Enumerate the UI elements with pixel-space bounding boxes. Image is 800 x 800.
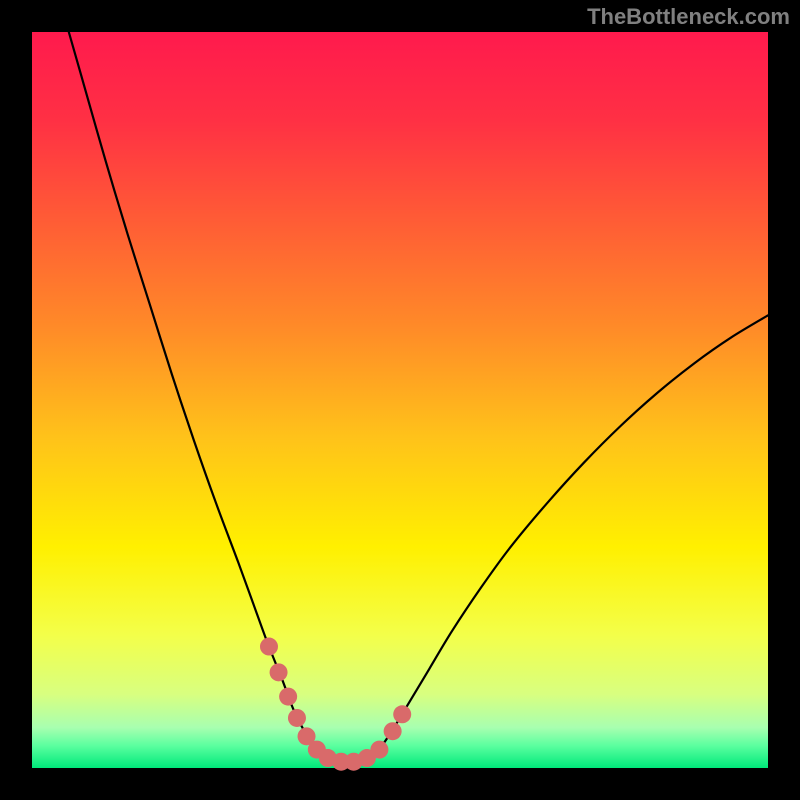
curve-marker [370, 741, 388, 759]
figure-root: TheBottleneck.com [0, 0, 800, 800]
curve-marker [270, 663, 288, 681]
gradient-background [32, 32, 768, 768]
bottleneck-chart [0, 0, 800, 800]
curve-marker [393, 705, 411, 723]
curve-marker [279, 688, 297, 706]
attribution-text: TheBottleneck.com [587, 4, 790, 30]
curve-marker [288, 709, 306, 727]
curve-marker [384, 722, 402, 740]
curve-marker [260, 638, 278, 656]
